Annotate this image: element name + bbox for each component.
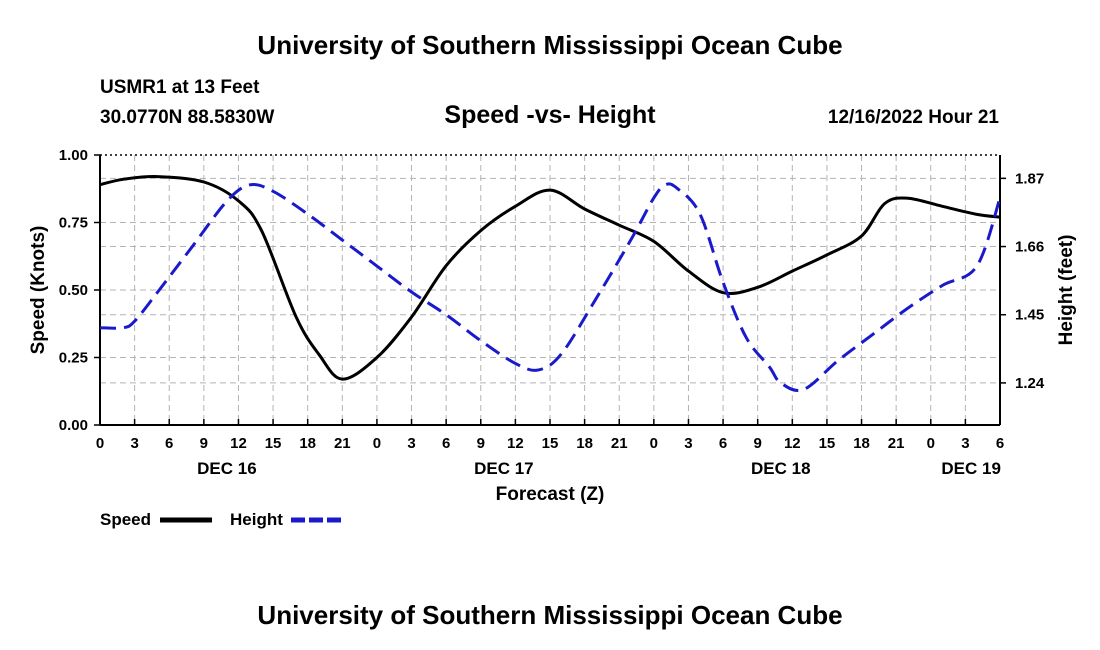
main-title: University of Southern Mississippi Ocean… [257,30,843,60]
x-tick-label: 21 [611,435,628,452]
x-day-label: DEC 19 [941,459,1001,478]
y-tick-label: 1.00 [59,147,88,164]
y-tick-label: 0.00 [59,417,88,434]
x-tick-label: 9 [754,435,762,452]
legend-label-speed: Speed [100,510,151,529]
x-axis-title: Forecast (Z) [496,484,605,505]
x-tick-label: 12 [507,435,524,452]
series-line-speed [99,175,1001,381]
y-tick-label: 0.25 [59,350,88,367]
x-tick-label: 0 [650,435,658,452]
x-tick-label: 0 [96,435,104,452]
y-right-tick-label: 1.24 [1015,375,1045,392]
x-tick-label: 12 [230,435,247,452]
x-tick-label: 3 [961,435,969,452]
x-tick-label: 12 [784,435,801,452]
x-tick-label: 0 [927,435,935,452]
y-tick-label: 0.75 [59,215,88,232]
x-tick-label: 18 [576,435,593,452]
legend-label-height: Height [230,510,283,529]
footer-title: University of Southern Mississippi Ocean… [257,600,843,630]
y-axis-title: Speed (Knots) [28,226,49,355]
x-tick-label: 9 [477,435,485,452]
x-tick-label: 21 [888,435,905,452]
x-day-label: DEC 16 [197,459,257,478]
chart-title: Speed -vs- Height [444,101,656,129]
station-label: USMR1 at 13 Feet [100,77,260,98]
x-tick-label: 9 [200,435,208,452]
x-tick-label: 21 [334,435,351,452]
y-right-tick-label: 1.87 [1015,170,1044,187]
forecast-datetime: 12/16/2022 Hour 21 [827,107,999,128]
y-right-tick-label: 1.66 [1015,239,1044,256]
y-right-axis-title: Height (feet) [1056,235,1077,346]
station-coordinates: 30.0770N 88.5830W [100,107,275,128]
x-tick-label: 3 [130,435,138,452]
x-tick-label: 6 [719,435,727,452]
series-line-height [99,182,1002,393]
x-day-label: DEC 17 [474,459,534,478]
x-tick-label: 18 [299,435,316,452]
y-tick-label: 0.50 [59,282,88,299]
x-tick-label: 6 [996,435,1004,452]
x-tick-label: 0 [373,435,381,452]
y-right-tick-label: 1.45 [1015,307,1044,324]
x-tick-label: 15 [542,435,559,452]
x-tick-label: 6 [442,435,450,452]
x-tick-label: 18 [853,435,870,452]
x-tick-label: 3 [684,435,692,452]
x-tick-label: 3 [407,435,415,452]
x-tick-label: 6 [165,435,173,452]
x-tick-label: 15 [819,435,836,452]
x-tick-label: 15 [265,435,282,452]
x-day-label: DEC 18 [751,459,811,478]
